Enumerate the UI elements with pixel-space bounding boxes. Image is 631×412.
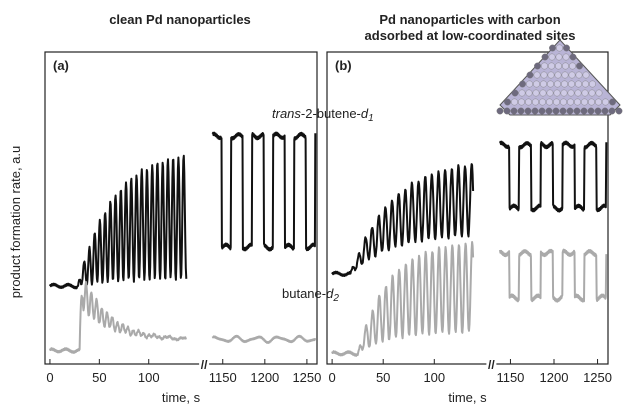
plot-frame	[326, 51, 609, 365]
chart-title: clean Pd nanoparticles	[109, 12, 251, 27]
x-tick-label: 1150	[496, 370, 524, 385]
panel-label: (a)	[53, 58, 69, 73]
y-axis-label: product formation rate, a.u	[8, 146, 23, 298]
x-tick-label: 1200	[250, 370, 279, 385]
x-tick-label: 100	[138, 370, 160, 385]
plot-frame	[44, 51, 318, 365]
x-tick-label: 50	[92, 370, 106, 385]
nanoparticle-icon	[496, 39, 623, 116]
x-tick-label: 1200	[540, 370, 569, 385]
series-line	[499, 140, 608, 213]
series-line	[499, 248, 608, 303]
x-axis-label: time, s	[448, 390, 487, 405]
series-line	[211, 334, 317, 344]
x-tick-label: 100	[423, 370, 445, 385]
x-axis-label: time, s	[162, 390, 201, 405]
axis-break: //	[201, 358, 208, 372]
series-line	[331, 163, 475, 277]
x-tick-label: 0	[46, 370, 53, 385]
series-line	[48, 154, 188, 290]
series-label-butane: butane-d2	[282, 286, 339, 304]
x-tick-label: 1250	[583, 370, 612, 385]
chart-title: Pd nanoparticles with carbon	[379, 12, 560, 27]
axis-break: //	[488, 358, 495, 372]
axis-break-mask	[199, 358, 210, 370]
panel-label: (b)	[335, 58, 352, 73]
series-line	[331, 241, 475, 357]
series-line	[211, 131, 317, 252]
x-tick-label: 0	[328, 370, 335, 385]
x-tick-label: 50	[376, 370, 390, 385]
series-label-trans-butene: trans-2-butene-d1	[272, 106, 374, 124]
x-tick-label: 1250	[292, 370, 321, 385]
x-tick-label: 1150	[209, 370, 237, 385]
panel-a: clean Pd nanoparticles (a) 0 50 100 1150 1200 1…	[44, 12, 321, 405]
axis-break-mask	[486, 358, 497, 370]
series-line	[48, 281, 188, 354]
chart-subtitle: adsorbed at low-coordinated sites	[365, 28, 576, 43]
